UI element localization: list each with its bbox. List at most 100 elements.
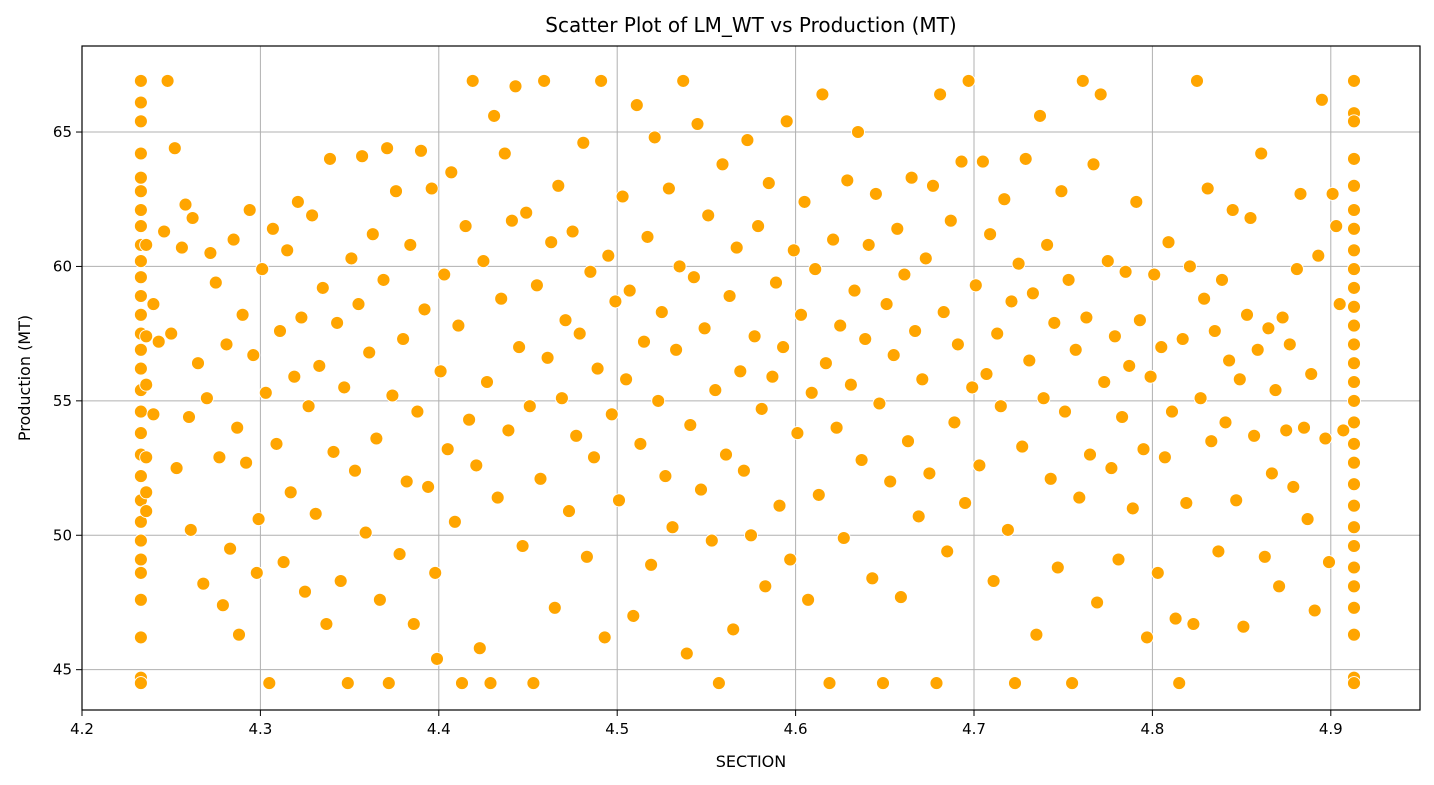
scatter-point	[590, 361, 605, 376]
scatter-point	[1243, 211, 1258, 225]
scatter-point	[1190, 73, 1204, 88]
scatter-point	[686, 270, 701, 285]
scatter-point	[421, 479, 436, 494]
scatter-point	[385, 388, 400, 403]
scatter-point	[312, 358, 327, 373]
scatter-point	[381, 676, 396, 691]
scatter-point	[424, 181, 439, 196]
scatter-point	[804, 385, 819, 400]
scatter-point	[1068, 342, 1083, 357]
scatter-point	[1347, 280, 1361, 295]
scatter-point	[1236, 619, 1251, 634]
scatter-point	[1289, 262, 1304, 277]
scatter-point	[886, 348, 901, 363]
scatter-point	[1050, 560, 1065, 575]
scatter-point	[167, 141, 182, 156]
scatter-point	[1297, 420, 1311, 435]
scatter-point	[1025, 286, 1040, 301]
scatter-point	[472, 641, 487, 656]
scatter-point	[1100, 254, 1115, 269]
scatter-point	[554, 391, 569, 406]
scatter-point	[808, 262, 823, 277]
scatter-point	[294, 310, 309, 325]
scatter-point	[612, 493, 626, 508]
scatter-point	[1143, 369, 1158, 384]
scatter-point	[133, 469, 148, 484]
scatter-point	[975, 154, 990, 169]
scatter-point	[433, 364, 448, 379]
scatter-point	[979, 367, 994, 381]
x-axis-label: SECTION	[716, 752, 787, 771]
scatter-point	[223, 541, 238, 556]
scatter-point	[1179, 496, 1194, 510]
scatter-point	[1347, 676, 1361, 691]
scatter-point	[196, 576, 211, 591]
scatter-point	[1118, 264, 1133, 279]
scatter-point	[212, 450, 227, 465]
scatter-point	[519, 205, 534, 220]
scatter-point	[185, 211, 200, 225]
scatter-point	[1347, 627, 1361, 642]
scatter-point	[794, 307, 808, 322]
scatter-point	[315, 280, 330, 295]
scatter-point	[497, 146, 512, 161]
scatter-point	[908, 324, 923, 338]
scatter-point	[997, 192, 1012, 207]
scatter-point	[629, 98, 644, 113]
scatter-point	[504, 213, 519, 228]
scatter-point	[694, 482, 708, 497]
scatter-point	[661, 181, 676, 196]
scatter-point	[893, 590, 908, 605]
scatter-point	[654, 305, 669, 320]
scatter-point	[139, 504, 154, 519]
scatter-points	[133, 73, 1361, 691]
scatter-point	[1347, 356, 1361, 371]
scatter-point	[1215, 272, 1229, 287]
scatter-point	[1322, 555, 1336, 570]
scatter-point	[690, 117, 705, 131]
scatter-point	[133, 73, 148, 88]
scatter-point	[1000, 522, 1015, 537]
scatter-point	[736, 463, 751, 478]
scatter-point	[1264, 466, 1279, 481]
scatter-point	[940, 544, 955, 559]
scatter-point	[1061, 272, 1076, 287]
scatter-point	[747, 329, 762, 344]
x-tick-label: 4.8	[1140, 720, 1164, 738]
scatter-point	[372, 592, 387, 607]
scatter-point	[133, 184, 148, 199]
scatter-point	[1272, 579, 1287, 594]
scatter-point	[676, 73, 691, 88]
scatter-point	[133, 146, 148, 161]
scatter-point	[1261, 321, 1276, 336]
scatter-point	[160, 73, 175, 88]
scatter-point	[522, 399, 537, 414]
scatter-point	[1197, 291, 1212, 306]
scatter-point	[1225, 203, 1240, 217]
scatter-point	[1325, 186, 1340, 201]
scatter-point	[1347, 579, 1361, 594]
scatter-point	[637, 334, 651, 349]
scatter-point	[587, 450, 601, 465]
scatter-point	[826, 232, 841, 247]
scatter-point	[569, 428, 584, 443]
scatter-point	[249, 565, 264, 580]
scatter-point	[697, 321, 712, 336]
scatter-point	[276, 555, 291, 570]
scatter-point	[1279, 423, 1294, 438]
scatter-point	[665, 520, 680, 535]
scatter-point	[146, 297, 161, 312]
plot-frame	[81, 45, 1421, 711]
scatter-point	[651, 393, 666, 408]
scatter-point	[1018, 151, 1033, 166]
scatter-point	[626, 608, 641, 623]
scatter-point	[392, 547, 407, 562]
scatter-point	[537, 73, 552, 88]
scatter-point	[1311, 248, 1326, 263]
scatter-point	[447, 514, 462, 529]
scatter-point	[490, 490, 505, 505]
scatter-point	[711, 676, 726, 691]
scatter-point	[1200, 181, 1215, 196]
scatter-point	[1229, 493, 1244, 508]
scatter-point	[918, 251, 933, 266]
